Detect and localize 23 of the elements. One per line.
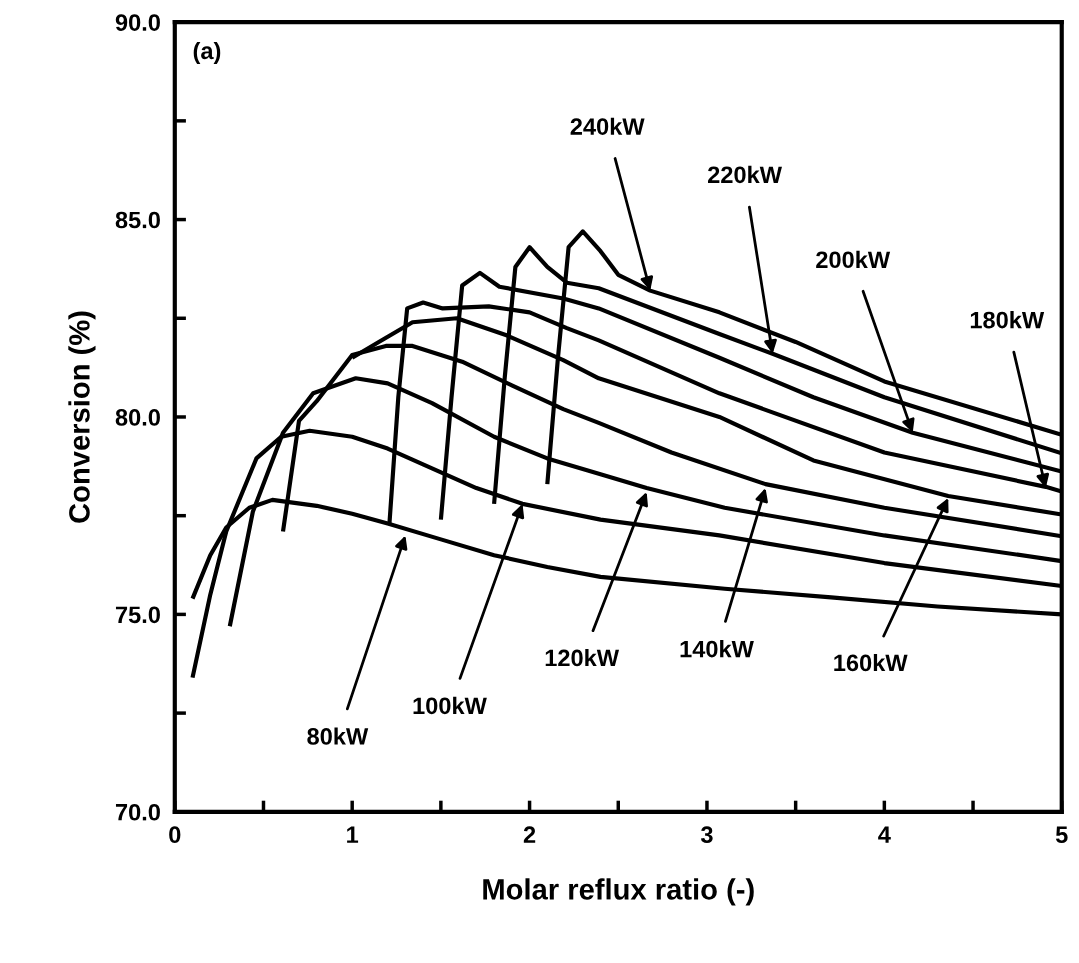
annotation: (a)	[193, 41, 221, 64]
annotation: 240kW	[570, 117, 645, 135]
annotation: 200kW	[816, 250, 891, 269]
annotation: 80kW	[307, 727, 369, 745]
annotation: 220kW	[708, 165, 782, 184]
annotation: 120kW	[545, 648, 620, 667]
x-axis-title: Molar reflux ratio (-)	[483, 878, 754, 906]
annotation: 140kW	[680, 640, 754, 658]
x-tick-label: 3	[700, 826, 713, 844]
x-tick-label: 5	[1055, 826, 1068, 844]
y-tick-label: 90.0	[115, 14, 160, 31]
x-tick-label: 0	[169, 826, 181, 844]
annotation: 180kW	[970, 311, 1045, 329]
y-tick-label: 80.0	[115, 409, 160, 426]
x-tick-label: 4	[878, 826, 891, 843]
y-tick-label: 75.0	[115, 606, 160, 624]
y-tick-label: 85.0	[115, 211, 160, 229]
x-tick-label: 2	[523, 826, 536, 843]
y-tick-label: 70.0	[115, 803, 160, 821]
annotation: 100kW	[413, 696, 487, 715]
annotation: 160kW	[834, 653, 908, 672]
y-axis-title: Conversion (%)	[68, 311, 96, 523]
x-tick-label: 1	[347, 826, 359, 843]
